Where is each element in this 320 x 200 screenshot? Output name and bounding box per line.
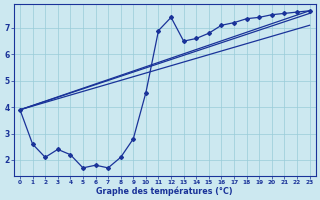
X-axis label: Graphe des températures (°C): Graphe des températures (°C) [96, 186, 233, 196]
